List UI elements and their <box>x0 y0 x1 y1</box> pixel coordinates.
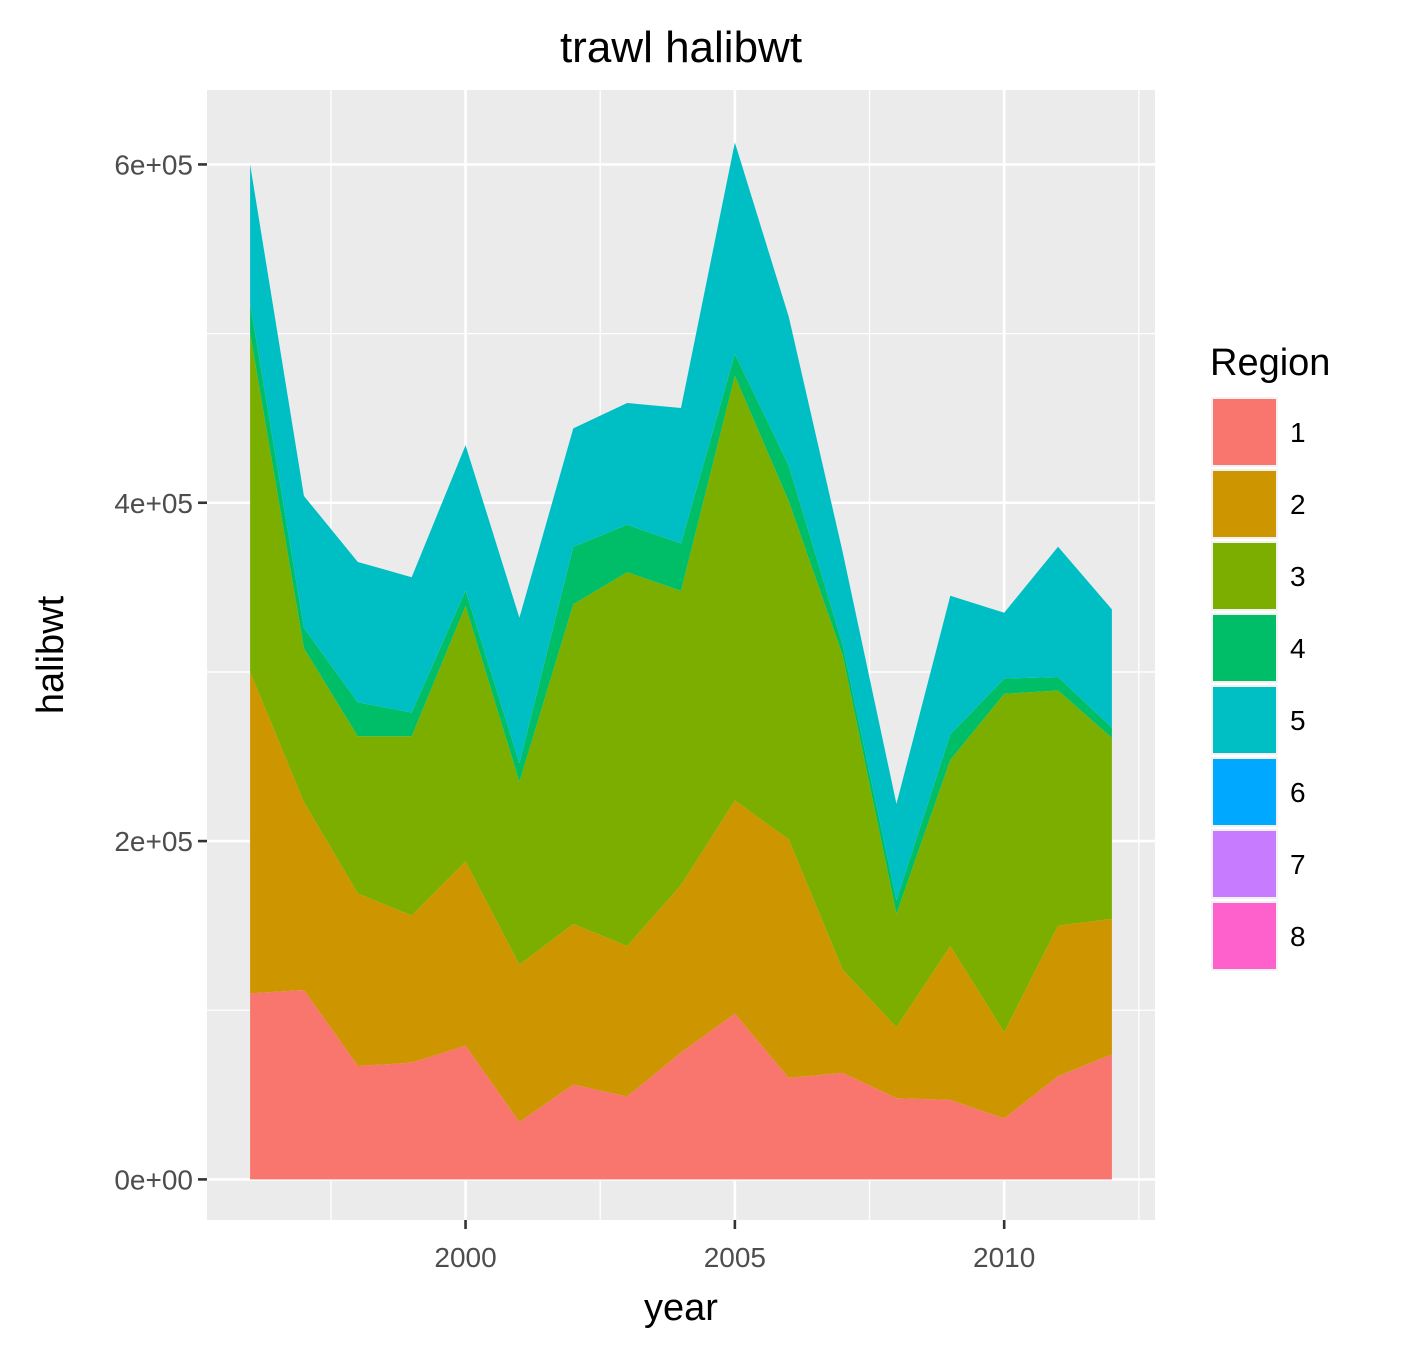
area-series <box>250 142 1112 1180</box>
legend-swatch-4 <box>1213 615 1276 681</box>
area-region-3 <box>250 333 1112 1033</box>
y-tick-label-2: 4e+05 <box>114 488 193 519</box>
legend: Region 1 2 3 4 5 6 7 8 <box>1210 342 1330 971</box>
y-tick-label-3: 6e+05 <box>114 149 193 180</box>
legend-title: Region <box>1210 342 1330 384</box>
legend-label-5: 5 <box>1290 705 1306 736</box>
legend-swatch-3 <box>1213 543 1276 609</box>
legend-swatch-7 <box>1213 831 1276 897</box>
y-axis-title: halibwt <box>30 595 72 714</box>
legend-label-7: 7 <box>1290 849 1306 880</box>
legend-swatch-1 <box>1213 399 1276 465</box>
legend-label-4: 4 <box>1290 633 1306 664</box>
x-tick-label-1: 2005 <box>704 1242 766 1273</box>
area-region-1 <box>250 989 1112 1180</box>
legend-swatch-5 <box>1213 687 1276 753</box>
legend-swatch-6 <box>1213 759 1276 825</box>
area-region-2 <box>250 671 1112 1122</box>
legend-label-3: 3 <box>1290 561 1306 592</box>
legend-label-1: 1 <box>1290 417 1306 448</box>
legend-swatch-8 <box>1213 903 1276 969</box>
x-axis-title: year <box>644 1287 718 1329</box>
legend-label-6: 6 <box>1290 777 1306 808</box>
x-tick-label-2: 2010 <box>973 1242 1035 1273</box>
x-axis: 2000 2005 2010 <box>434 1220 1035 1273</box>
x-tick-label-0: 2000 <box>434 1242 496 1273</box>
legend-label-8: 8 <box>1290 921 1306 952</box>
legend-swatch-2 <box>1213 471 1276 537</box>
y-axis: 0e+00 2e+05 4e+05 6e+05 <box>114 149 207 1195</box>
y-tick-label-1: 2e+05 <box>114 826 193 857</box>
legend-label-2: 2 <box>1290 489 1306 520</box>
area-region-5 <box>250 142 1112 901</box>
y-tick-label-0: 0e+00 <box>114 1164 193 1195</box>
chart-title: trawl halibwt <box>560 23 802 72</box>
